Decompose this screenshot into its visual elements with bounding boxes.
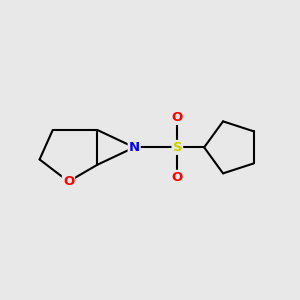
Text: O: O: [63, 175, 74, 188]
Text: N: N: [129, 141, 140, 154]
Text: S: S: [172, 141, 182, 154]
Text: O: O: [172, 111, 183, 124]
Text: O: O: [172, 171, 183, 184]
